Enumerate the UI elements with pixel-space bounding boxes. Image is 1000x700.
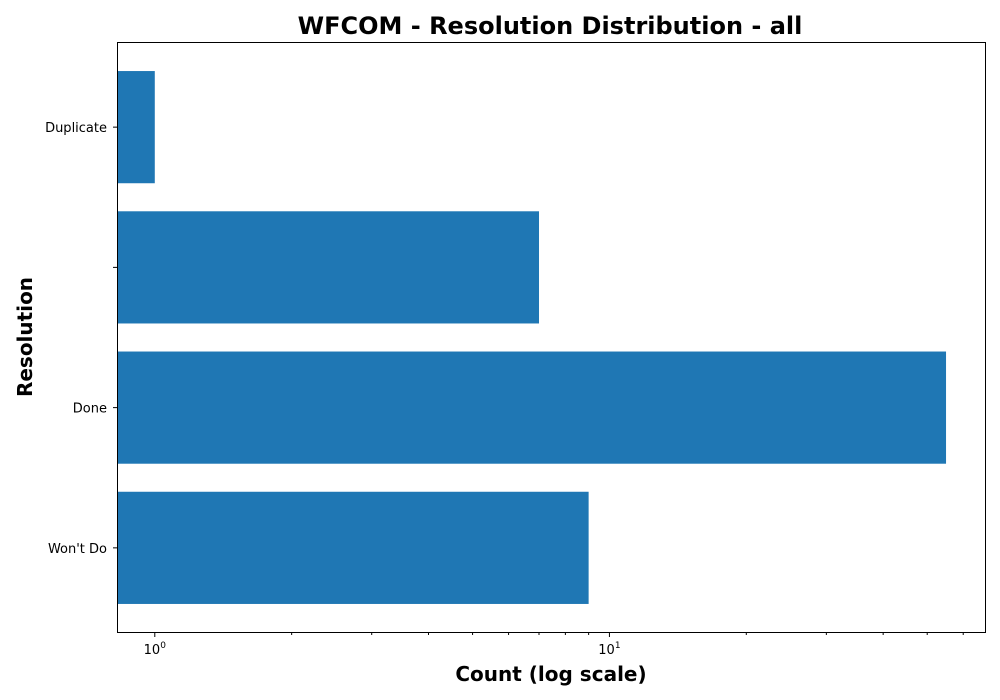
x-axis-label: Count (log scale) [455,662,646,686]
bar-2 [118,351,947,464]
plot-frame [117,42,986,633]
bars-group [118,71,947,604]
x-tick-label-0: 100 [144,641,167,658]
chart-title: WFCOM - Resolution Distribution - all [298,12,803,40]
bar-1 [118,211,540,324]
x-axis-ticks: 100 101 [144,632,964,658]
bar-3 [118,491,589,604]
y-tick-label-3: Won't Do [48,542,107,557]
bar-0 [118,71,155,184]
y-axis-label: Resolution [13,277,37,397]
x-tick-label-1: 101 [598,641,620,658]
y-tick-label-0: Duplicate [45,121,107,136]
y-axis-ticks: Duplicate Done Won't Do [45,121,118,557]
y-tick-label-2: Done [73,402,107,417]
